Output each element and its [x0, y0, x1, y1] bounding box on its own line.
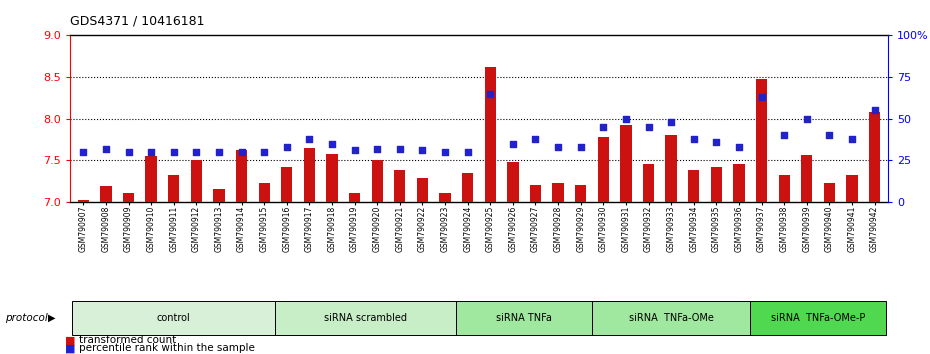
- Point: [325, 141, 339, 146]
- Bar: [666, 135, 677, 202]
- Point: [551, 144, 565, 150]
- Bar: [123, 193, 134, 202]
- Text: siRNA TNFa: siRNA TNFa: [497, 313, 552, 323]
- Bar: [281, 167, 292, 202]
- Bar: [394, 170, 405, 202]
- Point: [573, 144, 588, 150]
- Point: [166, 149, 181, 155]
- Text: siRNA scrambled: siRNA scrambled: [325, 313, 407, 323]
- Point: [189, 149, 204, 155]
- Bar: [733, 164, 745, 202]
- Point: [257, 149, 272, 155]
- Bar: [78, 200, 89, 202]
- Bar: [756, 80, 767, 202]
- Point: [709, 139, 724, 145]
- Bar: [485, 67, 496, 202]
- Point: [76, 149, 91, 155]
- Bar: [417, 178, 428, 202]
- Bar: [349, 193, 360, 202]
- Point: [528, 136, 543, 141]
- Text: GDS4371 / 10416181: GDS4371 / 10416181: [70, 14, 205, 27]
- Bar: [824, 183, 835, 202]
- Bar: [236, 150, 247, 202]
- Point: [822, 132, 837, 138]
- Bar: [688, 170, 699, 202]
- Bar: [259, 183, 270, 202]
- Text: siRNA  TNFa-OMe-P: siRNA TNFa-OMe-P: [771, 313, 865, 323]
- Point: [302, 136, 317, 141]
- Text: protocol: protocol: [5, 313, 47, 323]
- Text: ▶: ▶: [48, 313, 56, 323]
- Point: [460, 149, 475, 155]
- Point: [618, 116, 633, 121]
- Bar: [439, 193, 451, 202]
- Bar: [620, 125, 631, 202]
- Point: [370, 146, 385, 152]
- Point: [483, 91, 498, 96]
- Bar: [575, 185, 586, 202]
- Bar: [711, 167, 722, 202]
- Bar: [145, 156, 157, 202]
- Point: [641, 124, 656, 130]
- Text: siRNA  TNFa-OMe: siRNA TNFa-OMe: [629, 313, 713, 323]
- Text: ■: ■: [65, 335, 75, 345]
- Point: [415, 147, 430, 153]
- Bar: [372, 160, 383, 202]
- Point: [438, 149, 453, 155]
- Text: percentile rank within the sample: percentile rank within the sample: [79, 343, 255, 353]
- Bar: [530, 185, 541, 202]
- Bar: [191, 160, 202, 202]
- Point: [732, 144, 747, 150]
- Bar: [100, 186, 112, 202]
- Bar: [552, 183, 564, 202]
- Point: [234, 149, 249, 155]
- Point: [867, 107, 882, 113]
- Point: [596, 124, 611, 130]
- Point: [121, 149, 136, 155]
- Point: [844, 136, 859, 141]
- Point: [664, 119, 679, 125]
- Bar: [643, 164, 654, 202]
- Bar: [846, 175, 857, 202]
- Point: [99, 146, 113, 152]
- Text: ■: ■: [65, 343, 75, 353]
- Point: [505, 141, 520, 146]
- Point: [686, 136, 701, 141]
- Bar: [598, 137, 609, 202]
- Bar: [507, 162, 519, 202]
- Bar: [462, 173, 473, 202]
- Point: [777, 132, 791, 138]
- Point: [392, 146, 407, 152]
- Bar: [304, 148, 315, 202]
- Point: [799, 116, 814, 121]
- Bar: [168, 175, 179, 202]
- Bar: [326, 154, 338, 202]
- Text: transformed count: transformed count: [79, 335, 177, 345]
- Point: [279, 144, 294, 150]
- Bar: [778, 175, 790, 202]
- Bar: [869, 112, 880, 202]
- Point: [347, 147, 362, 153]
- Point: [211, 149, 226, 155]
- Text: control: control: [157, 313, 191, 323]
- Point: [754, 94, 769, 100]
- Bar: [801, 155, 813, 202]
- Bar: [213, 189, 225, 202]
- Point: [144, 149, 159, 155]
